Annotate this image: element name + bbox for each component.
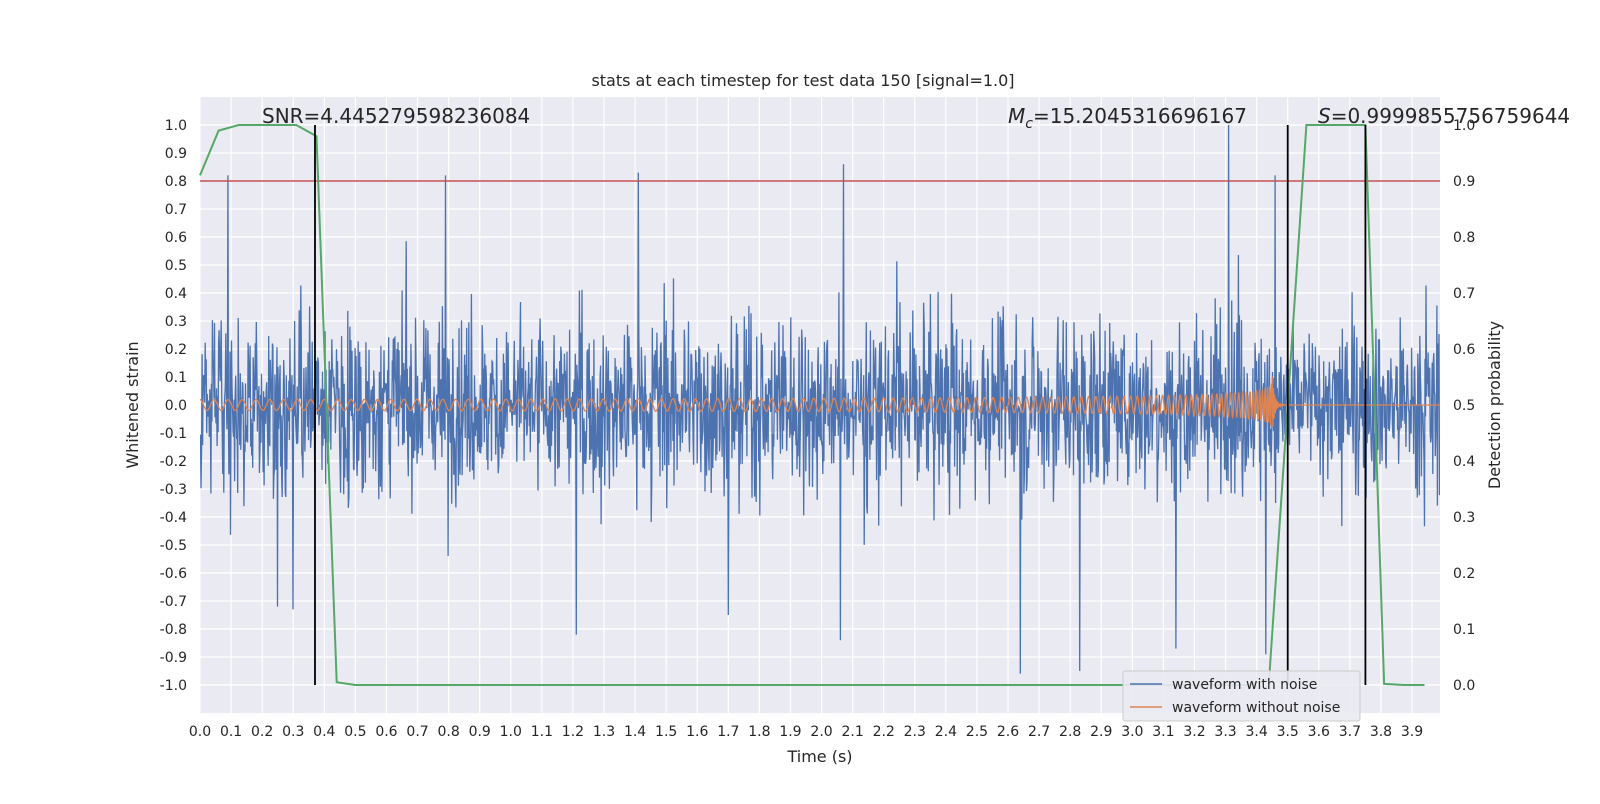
- noise-waveform-line: [200, 124, 1440, 674]
- x-tick-label: 3.3: [1214, 724, 1236, 740]
- y-tick-label: -0.2: [160, 454, 187, 470]
- y-tick-label: 0.1: [165, 370, 187, 386]
- y2-tick-label: 0.5: [1453, 398, 1475, 414]
- x-tick-label: 2.3: [904, 724, 926, 740]
- legend-label-noise: waveform with noise: [1172, 677, 1317, 693]
- y-tick-label: 0.6: [165, 230, 187, 246]
- x-tick-label: 3.1: [1152, 724, 1174, 740]
- x-tick-label: 0.3: [282, 724, 304, 740]
- x-tick-label: 1.7: [717, 724, 739, 740]
- y-tick-label: -0.7: [160, 594, 187, 610]
- y-tick-label: 0.4: [165, 286, 187, 302]
- y2-axis-label: Detection probability: [1485, 321, 1504, 489]
- x-tick-label: 2.2: [873, 724, 895, 740]
- x-axis-label: Time (s): [786, 747, 852, 766]
- x-tick-label: 3.7: [1339, 724, 1361, 740]
- x-tick-label: 0.8: [437, 724, 459, 740]
- x-tick-label: 0.0: [189, 724, 211, 740]
- y-tick-label: 0.2: [165, 342, 187, 358]
- clean-waveform-line: [200, 376, 1440, 428]
- y-tick-label: -0.9: [160, 650, 187, 666]
- x-tick-label: 0.1: [220, 724, 242, 740]
- x-tick-label: 1.1: [531, 724, 553, 740]
- x-tick-label: 0.7: [406, 724, 428, 740]
- x-tick-label: 2.6: [997, 724, 1019, 740]
- x-tick-label: 1.5: [655, 724, 677, 740]
- y2-tick-label: 0.4: [1453, 454, 1475, 470]
- x-tick-label: 1.4: [624, 724, 646, 740]
- y-tick-label: 0.0: [165, 398, 187, 414]
- x-tick-label: 3.8: [1370, 724, 1392, 740]
- y-axis-label: Whitened strain: [123, 341, 142, 468]
- y2-tick-label: 0.0: [1453, 678, 1475, 694]
- y-tick-label: -0.8: [160, 622, 187, 638]
- x-tick-label: 0.4: [313, 724, 335, 740]
- y2-tick-label: 0.9: [1453, 174, 1475, 190]
- x-tick-label: 1.0: [500, 724, 522, 740]
- y2-tick-label: 1.0: [1453, 118, 1475, 134]
- y2-tick-label: 0.2: [1453, 566, 1475, 582]
- x-tick-label: 1.2: [562, 724, 584, 740]
- x-tick-label: 3.9: [1401, 724, 1423, 740]
- y-tick-label: -0.3: [160, 482, 187, 498]
- y2-tick-label: 0.3: [1453, 510, 1475, 526]
- y-tick-label: -1.0: [160, 678, 187, 694]
- x-tick-label: 1.9: [779, 724, 801, 740]
- y-tick-label: -0.5: [160, 538, 187, 554]
- x-tick-label: 1.6: [686, 724, 708, 740]
- spin-annotation: S=0.9999855756759644: [1318, 104, 1570, 128]
- x-tick-label: 3.5: [1277, 724, 1299, 740]
- x-tick-label: 2.4: [935, 724, 957, 740]
- x-tick-label: 3.2: [1183, 724, 1205, 740]
- x-tick-label: 0.2: [251, 724, 273, 740]
- y2-tick-label: 0.6: [1453, 342, 1475, 358]
- snr-annotation: SNR=4.445279598236084: [262, 104, 530, 128]
- x-tick-label: 2.8: [1059, 724, 1081, 740]
- chirp-mass-annotation: Mc=15.2045316696167: [1008, 104, 1247, 132]
- x-tick-label: 2.5: [966, 724, 988, 740]
- x-tick-label: 1.8: [748, 724, 770, 740]
- legend-box: [1122, 670, 1361, 722]
- y2-tick-label: 0.8: [1453, 230, 1475, 246]
- x-tick-label: 0.6: [375, 724, 397, 740]
- x-tick-label: 0.9: [469, 724, 491, 740]
- y-tick-label: 0.8: [165, 174, 187, 190]
- y-tick-label: 0.9: [165, 146, 187, 162]
- x-tick-label: 1.3: [593, 724, 615, 740]
- y2-tick-label: 0.1: [1453, 622, 1475, 638]
- x-tick-label: 2.7: [1028, 724, 1050, 740]
- x-tick-label: 3.6: [1308, 724, 1330, 740]
- y-tick-label: 0.3: [165, 314, 187, 330]
- legend-label-clean: waveform without noise: [1172, 700, 1340, 716]
- x-tick-label: 3.0: [1121, 724, 1143, 740]
- y-tick-label: 0.7: [165, 202, 187, 218]
- y-tick-label: -0.4: [160, 510, 187, 526]
- y-tick-label: 1.0: [165, 118, 187, 134]
- y2-tick-label: 0.7: [1453, 286, 1475, 302]
- y-tick-label: -0.6: [160, 566, 187, 582]
- chart-title: stats at each timestep for test data 150…: [591, 71, 1014, 90]
- x-tick-label: 2.0: [810, 724, 832, 740]
- axis-labels: 0.0 0.1 0.2 0.3 0.4 0.5 0.6 0.7 0.8 0.9 1.0 1.1 1.2 1…: [160, 118, 1476, 740]
- x-tick-label: 2.9: [1090, 724, 1112, 740]
- x-tick-label: 3.4: [1246, 724, 1268, 740]
- x-tick-label: 0.5: [344, 724, 366, 740]
- y-tick-label: 0.5: [165, 258, 187, 274]
- legend: waveform with noise waveform without noi…: [1122, 670, 1361, 722]
- x-tick-label: 2.1: [841, 724, 863, 740]
- y-tick-label: -0.1: [160, 426, 187, 442]
